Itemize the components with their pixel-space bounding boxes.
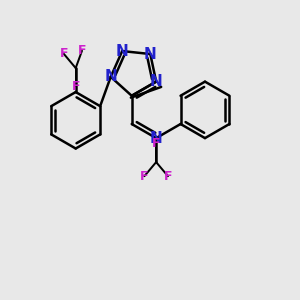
Text: N: N — [144, 46, 157, 62]
Text: F: F — [152, 137, 161, 150]
Text: F: F — [71, 80, 80, 93]
Text: F: F — [164, 170, 172, 183]
Text: F: F — [140, 170, 148, 183]
Text: F: F — [60, 47, 68, 61]
Text: N: N — [116, 44, 129, 59]
Text: N: N — [150, 130, 163, 146]
Text: N: N — [104, 69, 117, 84]
Text: F: F — [78, 44, 86, 57]
Text: N: N — [150, 74, 163, 89]
